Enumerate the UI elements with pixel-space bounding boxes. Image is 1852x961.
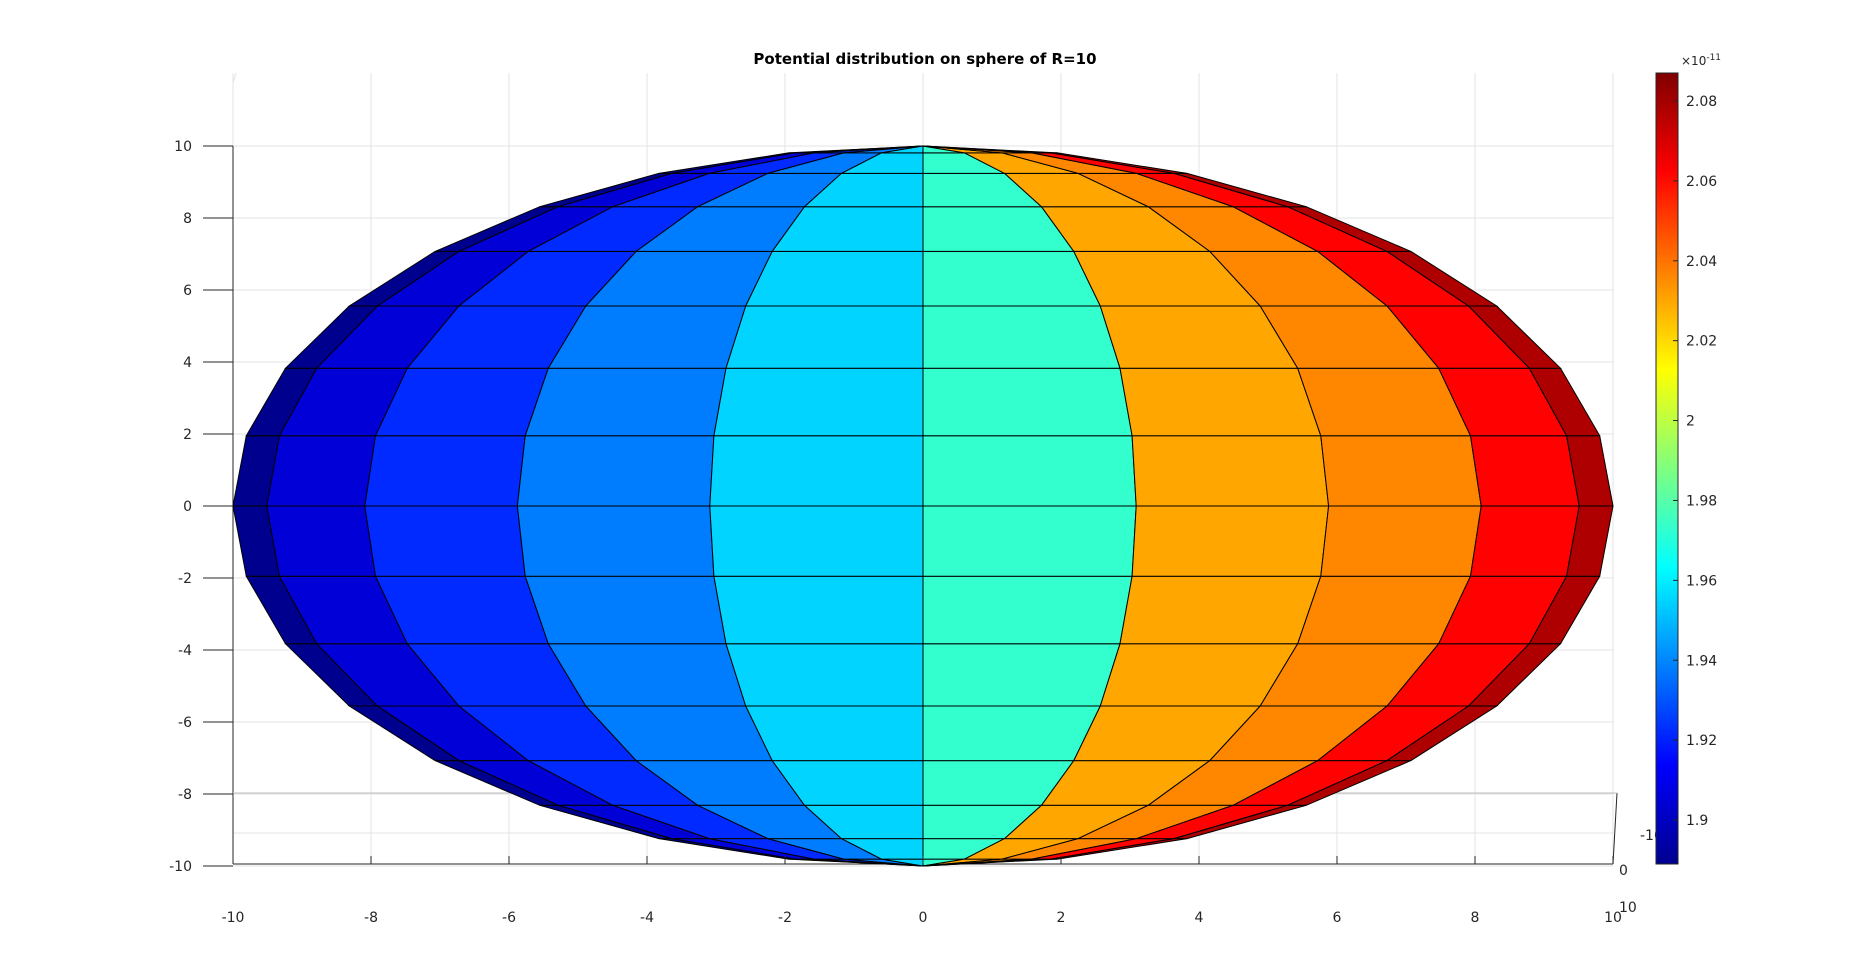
x-tick-label: 4 bbox=[1195, 910, 1204, 926]
colorbar-tick-label: 2 bbox=[1686, 414, 1695, 430]
grid-line-depth bbox=[232, 72, 237, 84]
surface-patch bbox=[1320, 435, 1482, 507]
surface-patch bbox=[922, 435, 1137, 507]
z-tick-label: -2 bbox=[178, 571, 192, 587]
x-tick-label: 6 bbox=[1333, 910, 1342, 926]
colorbar-tick-label: 1.98 bbox=[1686, 493, 1717, 509]
z-tick-label: 2 bbox=[183, 427, 192, 443]
z-tick-label: 0 bbox=[183, 499, 192, 515]
colorbar-tick-label: 2.06 bbox=[1686, 174, 1717, 190]
z-tick-label: 6 bbox=[183, 283, 192, 299]
surface-patch bbox=[713, 367, 924, 437]
x-tick-label: -8 bbox=[364, 910, 378, 926]
surface-patch bbox=[713, 575, 924, 645]
surface-patch bbox=[1469, 435, 1580, 507]
x-tick-label: -10 bbox=[222, 910, 245, 926]
surface-patch bbox=[524, 575, 727, 645]
surface-patch bbox=[709, 435, 924, 507]
surface-patch bbox=[516, 505, 715, 577]
x-tick-label: 8 bbox=[1471, 910, 1480, 926]
y-tick-label: 0 bbox=[1619, 863, 1628, 879]
colorbar-tick-label: 1.96 bbox=[1686, 573, 1717, 589]
sphere-surface bbox=[232, 145, 1614, 867]
x-tick-label: -2 bbox=[778, 910, 792, 926]
colorbar: 1.9 1.92 1.94 1.96 1.98 2 2.02 2.04 2.06 2.08 ×10-… bbox=[1655, 53, 1721, 865]
z-tick-label: -4 bbox=[178, 643, 192, 659]
surface-patch bbox=[516, 435, 715, 507]
surface-patch bbox=[725, 643, 924, 707]
colorbar-tick-label: 1.94 bbox=[1686, 653, 1717, 669]
surface-patch bbox=[922, 575, 1133, 645]
colorbar-exponent: ×10-11 bbox=[1681, 53, 1721, 68]
colorbar-tick-label: 2.04 bbox=[1686, 254, 1717, 270]
surface-patch bbox=[922, 643, 1121, 707]
surface-patch bbox=[1469, 505, 1580, 577]
y-axis-line bbox=[1612, 792, 1618, 865]
y-tick-label: 10 bbox=[1619, 900, 1637, 916]
z-tick-label: -8 bbox=[178, 787, 192, 803]
surface-patch bbox=[1119, 575, 1322, 645]
colorbar-tick-label: 2.02 bbox=[1686, 334, 1717, 350]
x-tick-label: -4 bbox=[640, 910, 654, 926]
surface-patch bbox=[1320, 505, 1482, 577]
surface-patch bbox=[1131, 435, 1330, 507]
z-tick-label: 8 bbox=[183, 211, 192, 227]
z-tick-label: 4 bbox=[183, 355, 192, 371]
surface-patch bbox=[524, 367, 727, 437]
colorbar-tick-label: 2.08 bbox=[1686, 94, 1717, 110]
surface-patch bbox=[725, 305, 924, 369]
surface-patch bbox=[709, 505, 924, 577]
x-tick-label: 10 bbox=[1604, 910, 1622, 926]
surface-patch bbox=[266, 435, 377, 507]
x-tick-label: 2 bbox=[1057, 910, 1066, 926]
surface-patch bbox=[364, 505, 526, 577]
surface-patch bbox=[922, 250, 1102, 307]
chart-title: Potential distribution on sphere of R=10 bbox=[753, 50, 1096, 68]
surface-patch bbox=[1119, 367, 1322, 437]
z-tick-label: 10 bbox=[174, 139, 192, 155]
surface-patch bbox=[922, 705, 1102, 762]
surface-patch bbox=[744, 250, 924, 307]
surface-patch bbox=[744, 705, 924, 762]
z-tick-label: -6 bbox=[178, 715, 192, 731]
surface-patch bbox=[364, 435, 526, 507]
z-tick-label: -10 bbox=[169, 859, 192, 875]
surface-patch bbox=[922, 145, 1058, 154]
colorbar-tick-label: 1.9 bbox=[1686, 813, 1708, 829]
colorbar-tick-label: 1.92 bbox=[1686, 733, 1717, 749]
surface-patch bbox=[266, 505, 377, 577]
surface-patch bbox=[922, 367, 1133, 437]
surface-patch bbox=[922, 505, 1137, 577]
surface-patch bbox=[922, 305, 1121, 369]
x-tick-label: -6 bbox=[502, 910, 516, 926]
surface-patch bbox=[1131, 505, 1330, 577]
tick-labels: -10 -8 -6 -4 -2 0 2 4 6 8 10-10-8-6-4-20246810-100… bbox=[169, 139, 1663, 926]
colorbar-gradient bbox=[1655, 72, 1679, 865]
x-tick-label: 0 bbox=[919, 910, 928, 926]
